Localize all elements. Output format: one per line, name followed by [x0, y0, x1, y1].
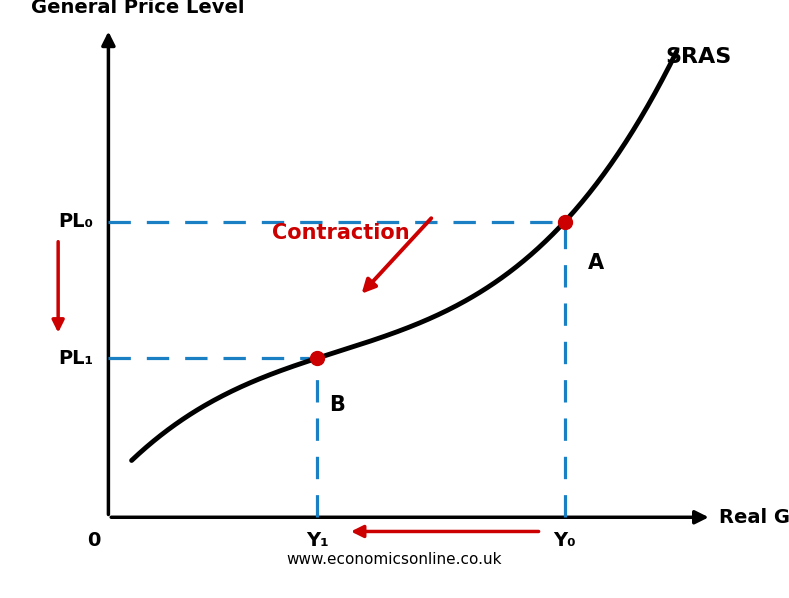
- Text: PL₁: PL₁: [58, 349, 93, 368]
- Text: Y₁: Y₁: [306, 532, 328, 551]
- Text: Y₀: Y₀: [553, 532, 576, 551]
- Text: Real GDP: Real GDP: [720, 508, 789, 527]
- Text: PL₀: PL₀: [58, 212, 93, 231]
- Text: General Price Level: General Price Level: [31, 0, 245, 17]
- Text: 0: 0: [88, 532, 101, 551]
- Text: SRAS: SRAS: [665, 47, 731, 67]
- Text: A: A: [588, 253, 604, 273]
- Text: www.economicsonline.co.uk: www.economicsonline.co.uk: [286, 553, 503, 568]
- Text: B: B: [329, 395, 345, 415]
- Text: Contraction: Contraction: [271, 223, 409, 243]
